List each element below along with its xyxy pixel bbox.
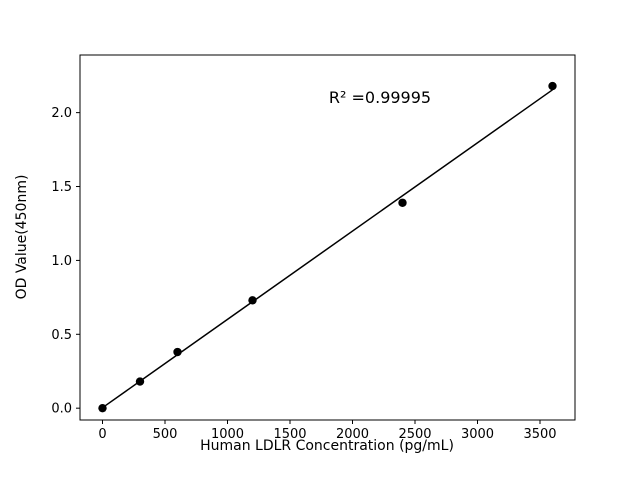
data-point: [135, 377, 145, 386]
x-tick-label: 500: [153, 427, 178, 442]
plot-frame: [79, 54, 576, 421]
y-tick-label: 0.5: [51, 328, 72, 343]
y-axis-label: OD Value(450nm): [14, 174, 30, 300]
x-tick-label: 1500: [273, 427, 306, 442]
x-tick-label: 3000: [461, 427, 494, 442]
y-tick-label: 2.0: [51, 106, 72, 121]
data-point: [98, 403, 107, 413]
data-point: [248, 296, 257, 305]
x-tick-label: 0: [98, 427, 106, 442]
x-tick-label: 2000: [336, 427, 369, 442]
r-squared-annotation: R² =0.99995: [328, 88, 432, 107]
x-axis-label: Human LDLR Concentration (pg/mL): [200, 438, 454, 454]
x-tick-label: 1000: [211, 427, 244, 442]
data-point: [398, 198, 407, 207]
y-tick-label: 1.5: [51, 180, 72, 195]
x-tick-label: 2500: [398, 427, 431, 442]
data-point: [548, 81, 557, 91]
y-tick-label: 1.0: [51, 254, 72, 269]
data-point: [173, 347, 182, 357]
x-tick-label: 3500: [523, 427, 556, 442]
y-tick-label: 0.0: [51, 402, 72, 417]
fit-line: [102, 89, 553, 409]
